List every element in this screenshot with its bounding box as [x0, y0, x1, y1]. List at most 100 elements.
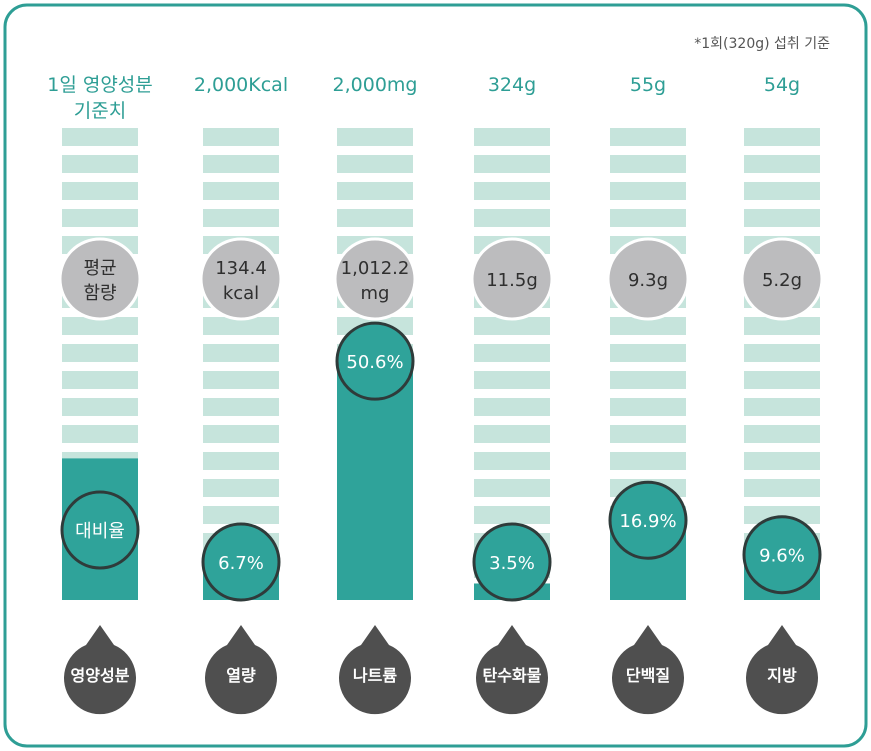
col-5-name-label: 지방 — [767, 666, 797, 685]
stripe — [62, 128, 138, 146]
stripe — [337, 128, 413, 146]
legend-average-label: 평균 — [83, 258, 116, 279]
col-4-percent-label: 16.9% — [619, 511, 676, 532]
col-4-name-marker — [612, 625, 685, 715]
col-2-percent-label: 50.6% — [346, 352, 403, 373]
stripe — [474, 371, 550, 389]
col-2-bar — [337, 361, 413, 600]
stripe — [62, 425, 138, 443]
stripe — [203, 317, 279, 335]
stripe — [203, 479, 279, 497]
stripe — [744, 155, 820, 173]
stripe — [203, 344, 279, 362]
col-3-name-marker — [476, 625, 548, 715]
stripe — [337, 209, 413, 227]
stripe — [62, 182, 138, 200]
col-4-average-circle — [606, 237, 690, 321]
legend-percent-circle — [60, 490, 140, 570]
col-5-daily-value: 54g — [764, 74, 800, 96]
col-2-average-label: 1,012.2 — [341, 258, 410, 279]
stripe — [744, 371, 820, 389]
stripe — [610, 155, 686, 173]
stripe — [744, 479, 820, 497]
stripe — [203, 155, 279, 173]
stripe — [610, 371, 686, 389]
stripe — [744, 344, 820, 362]
stripe — [610, 344, 686, 362]
legend-name-label: 영양성분 — [71, 666, 130, 685]
col-4-name-label: 단백질 — [626, 666, 670, 685]
stripe — [337, 182, 413, 200]
stripe — [62, 209, 138, 227]
stripe — [474, 398, 550, 416]
stripe — [744, 317, 820, 335]
col-2-name-label: 나트륨 — [353, 666, 397, 685]
col-1-name-marker — [205, 625, 278, 715]
stripe — [474, 209, 550, 227]
stripe — [203, 506, 279, 524]
stripe — [744, 452, 820, 470]
stripe — [203, 209, 279, 227]
stripe — [62, 371, 138, 389]
legend-average-unit: 함량 — [83, 283, 116, 304]
stripe — [744, 506, 820, 524]
col-3-average-circle — [470, 237, 554, 321]
legend-daily-value-2: 기준치 — [74, 100, 126, 122]
col-3-percent-circle — [472, 522, 552, 602]
legend-daily-value: 1일 영양성분 — [47, 74, 153, 96]
stripe — [474, 452, 550, 470]
col-5-name-marker — [746, 625, 818, 715]
serving-note: *1회(320g) 섭취 기준 — [694, 36, 830, 52]
stripe — [203, 128, 279, 146]
col-2-average-circle — [333, 237, 417, 321]
col-1-average-unit: kcal — [223, 283, 259, 304]
col-3-percent-label: 3.5% — [489, 553, 535, 574]
col-5-percent-circle — [742, 515, 822, 595]
stripe — [474, 128, 550, 146]
col-5-average-circle — [740, 237, 824, 321]
stripe — [203, 398, 279, 416]
stripe — [610, 182, 686, 200]
legend-average-circle — [58, 237, 142, 321]
stripe — [203, 371, 279, 389]
stripe — [203, 425, 279, 443]
stripe — [474, 425, 550, 443]
col-3-name-label: 탄수화물 — [483, 666, 542, 685]
col-1-percent-circle — [201, 522, 281, 602]
stripe — [474, 344, 550, 362]
legend-name-marker — [64, 625, 136, 715]
stripe — [474, 182, 550, 200]
stripe — [62, 317, 138, 335]
stripe — [474, 479, 550, 497]
col-2-percent-circle — [335, 321, 415, 401]
stripe — [744, 128, 820, 146]
col-4-percent-circle — [608, 480, 688, 560]
stripe — [610, 317, 686, 335]
stripe — [610, 128, 686, 146]
stripe — [610, 425, 686, 443]
stripe — [610, 452, 686, 470]
stripe — [744, 398, 820, 416]
legend-percent-label: 대비율 — [75, 521, 125, 542]
col-1-name-label: 열량 — [226, 666, 256, 685]
stripe — [474, 155, 550, 173]
stripe — [474, 317, 550, 335]
col-3-daily-value: 324g — [488, 74, 536, 96]
stripe — [474, 506, 550, 524]
col-2-daily-value: 2,000mg — [333, 74, 418, 96]
col-5-average-label: 5.2g — [762, 270, 802, 291]
col-5-percent-label: 9.6% — [759, 546, 805, 567]
stripe — [610, 209, 686, 227]
stripe — [62, 155, 138, 173]
col-1-average-label: 134.4 — [215, 258, 267, 279]
stripe — [62, 344, 138, 362]
stripe — [203, 452, 279, 470]
col-2-average-unit: mg — [361, 283, 390, 304]
stripe — [203, 182, 279, 200]
col-1-average-circle — [199, 237, 283, 321]
col-2-name-marker — [339, 625, 411, 715]
col-3-average-label: 11.5g — [486, 270, 538, 291]
stripe — [610, 398, 686, 416]
stripe — [62, 398, 138, 416]
